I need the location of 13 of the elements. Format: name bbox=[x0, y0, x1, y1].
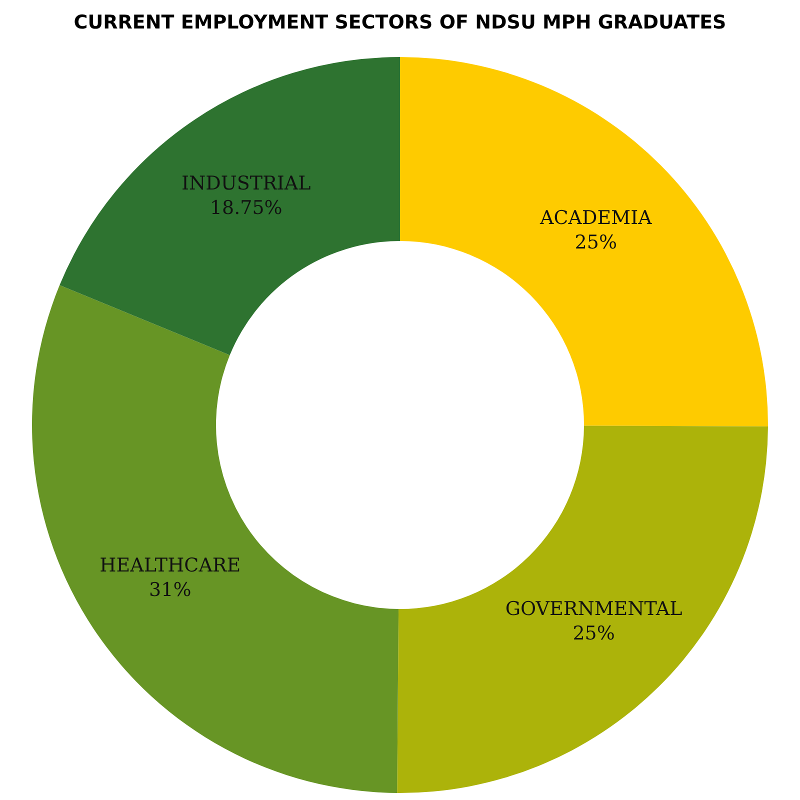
donut-slice bbox=[32, 285, 399, 793]
donut-slice bbox=[400, 57, 768, 426]
donut-slice bbox=[397, 426, 768, 793]
chart-title: CURRENT EMPLOYMENT SECTORS OF NDSU MPH GRADUATES bbox=[74, 12, 726, 34]
data-label: 31% bbox=[149, 579, 192, 602]
data-label: 25% bbox=[574, 232, 618, 254]
slice-label: ACADEMIA bbox=[539, 206, 652, 229]
data-label: 18.75% bbox=[210, 197, 282, 220]
slice-label: INDUSTRIAL bbox=[182, 172, 312, 194]
slice-label: GOVERNMENTAL bbox=[505, 598, 683, 620]
data-label: 25% bbox=[572, 622, 615, 645]
slice-label: HEALTHCARE bbox=[100, 554, 241, 576]
donut-slice bbox=[60, 57, 400, 356]
